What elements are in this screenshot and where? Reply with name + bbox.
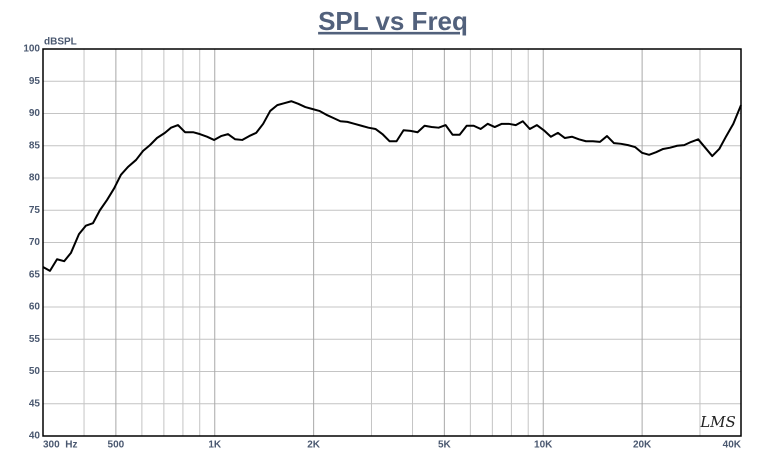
y-tick-label: 100 <box>23 44 40 55</box>
x-tick-label: 300 Hz <box>43 440 77 451</box>
y-tick-label: 70 <box>29 237 41 248</box>
x-tick-label: 1K <box>208 440 222 451</box>
plot-frame <box>42 48 742 437</box>
y-tick-label: 60 <box>29 302 41 313</box>
y-tick-label: 65 <box>29 269 41 280</box>
y-tick-label: 50 <box>29 366 41 377</box>
watermark: LMS <box>699 413 736 431</box>
y-tick-label: 45 <box>29 398 41 409</box>
x-tick-label: 20K <box>633 440 652 451</box>
x-tick-label: 500 <box>108 440 125 451</box>
y-tick-label: 55 <box>29 334 41 345</box>
y-tick-label: 40 <box>29 431 41 442</box>
y-tick-label: 75 <box>29 205 41 216</box>
data-line <box>42 100 742 272</box>
x-tick-label: 5K <box>438 440 452 451</box>
y-axis-label: dBSPL <box>44 37 77 48</box>
y-tick-label: 85 <box>29 140 41 151</box>
x-tick-label: 2K <box>307 440 321 451</box>
chart-title: SPL vs Freq <box>318 6 468 36</box>
y-tick-label: 80 <box>29 173 41 184</box>
y-tick-label: 90 <box>29 108 41 119</box>
x-tick-label: 40K <box>723 440 742 451</box>
x-tick-label: 10K <box>534 440 553 451</box>
y-tick-label: 95 <box>29 76 41 87</box>
